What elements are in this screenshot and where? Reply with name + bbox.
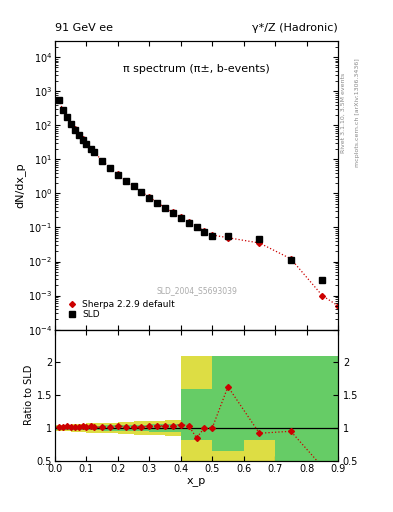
Bar — [212, 356, 244, 461]
SLD — [57, 97, 61, 103]
Sherpa 2.2.9 default — [257, 240, 262, 246]
Sherpa 2.2.9 default — [100, 158, 105, 164]
Sherpa 2.2.9 default — [194, 224, 199, 230]
Sherpa 2.2.9 default — [171, 209, 175, 216]
Bar — [118, 425, 134, 431]
SLD — [68, 121, 73, 127]
SLD — [186, 220, 191, 226]
SLD — [202, 229, 207, 235]
SLD — [92, 150, 97, 156]
SLD — [163, 205, 167, 211]
Sherpa 2.2.9 default — [57, 97, 61, 103]
Bar — [149, 424, 165, 432]
Sherpa 2.2.9 default — [76, 132, 81, 138]
Line: SLD: SLD — [56, 97, 325, 284]
SLD — [288, 257, 293, 263]
Bar — [165, 420, 181, 436]
Y-axis label: dN/dx_p: dN/dx_p — [15, 162, 25, 208]
Sherpa 2.2.9 default — [123, 178, 128, 184]
Sherpa 2.2.9 default — [108, 165, 112, 171]
Bar — [244, 356, 275, 461]
SLD — [147, 195, 152, 201]
Sherpa 2.2.9 default — [163, 205, 167, 211]
Bar — [244, 356, 275, 440]
Bar — [55, 425, 71, 431]
Sherpa 2.2.9 default — [61, 106, 65, 113]
SLD — [178, 215, 183, 221]
Sherpa 2.2.9 default — [131, 183, 136, 189]
SLD — [131, 183, 136, 189]
SLD — [171, 210, 175, 216]
Bar — [307, 356, 338, 461]
Sherpa 2.2.9 default — [288, 255, 293, 262]
Bar — [118, 422, 134, 434]
SLD — [320, 278, 325, 284]
SLD — [155, 200, 160, 206]
Sherpa 2.2.9 default — [68, 120, 73, 126]
Bar — [165, 424, 181, 432]
SLD — [72, 126, 77, 133]
Bar — [181, 389, 212, 440]
Legend: Sherpa 2.2.9 default, SLD: Sherpa 2.2.9 default, SLD — [62, 297, 178, 322]
SLD — [100, 158, 105, 164]
Bar — [86, 425, 102, 430]
Sherpa 2.2.9 default — [320, 292, 325, 298]
Sherpa 2.2.9 default — [80, 136, 85, 142]
Sherpa 2.2.9 default — [336, 303, 340, 309]
Bar — [86, 423, 102, 433]
Bar — [275, 356, 307, 461]
Sherpa 2.2.9 default — [72, 126, 77, 133]
Sherpa 2.2.9 default — [116, 172, 120, 178]
Sherpa 2.2.9 default — [92, 149, 97, 155]
SLD — [226, 233, 230, 240]
SLD — [64, 114, 69, 120]
SLD — [139, 189, 144, 195]
Sherpa 2.2.9 default — [178, 214, 183, 220]
Text: SLD_2004_S5693039: SLD_2004_S5693039 — [156, 286, 237, 295]
Bar — [134, 425, 149, 431]
Text: mcplots.cern.ch [arXiv:1306.3436]: mcplots.cern.ch [arXiv:1306.3436] — [355, 59, 360, 167]
SLD — [194, 224, 199, 230]
Sherpa 2.2.9 default — [147, 194, 152, 200]
SLD — [88, 146, 93, 152]
Bar — [181, 356, 212, 461]
SLD — [123, 178, 128, 184]
SLD — [76, 132, 81, 138]
Bar — [307, 356, 338, 461]
X-axis label: x_p: x_p — [187, 476, 206, 486]
Line: Sherpa 2.2.9 default: Sherpa 2.2.9 default — [57, 98, 340, 308]
Sherpa 2.2.9 default — [139, 188, 144, 195]
Bar — [71, 424, 86, 432]
Sherpa 2.2.9 default — [202, 228, 207, 234]
Sherpa 2.2.9 default — [155, 200, 160, 206]
Y-axis label: Ratio to SLD: Ratio to SLD — [24, 365, 34, 425]
Sherpa 2.2.9 default — [84, 141, 89, 147]
SLD — [210, 233, 215, 240]
Text: 91 GeV ee: 91 GeV ee — [55, 23, 113, 33]
Bar — [212, 356, 244, 451]
Sherpa 2.2.9 default — [186, 220, 191, 226]
Text: π spectrum (π±, b-events): π spectrum (π±, b-events) — [123, 64, 270, 74]
Bar — [275, 356, 307, 461]
Sherpa 2.2.9 default — [210, 232, 215, 238]
Sherpa 2.2.9 default — [226, 234, 230, 241]
Bar — [149, 421, 165, 435]
SLD — [61, 107, 65, 113]
SLD — [108, 165, 112, 172]
Bar — [102, 425, 118, 431]
SLD — [80, 137, 85, 143]
Text: Rivet 3.1.10, 3.5M events: Rivet 3.1.10, 3.5M events — [341, 73, 346, 153]
Bar — [71, 426, 86, 430]
Text: γ*/Z (Hadronic): γ*/Z (Hadronic) — [252, 23, 338, 33]
SLD — [116, 172, 120, 178]
Bar — [102, 423, 118, 433]
SLD — [84, 141, 89, 147]
Bar — [55, 426, 71, 430]
SLD — [257, 236, 262, 242]
Sherpa 2.2.9 default — [88, 146, 93, 152]
Sherpa 2.2.9 default — [64, 114, 69, 120]
Bar — [134, 421, 149, 435]
